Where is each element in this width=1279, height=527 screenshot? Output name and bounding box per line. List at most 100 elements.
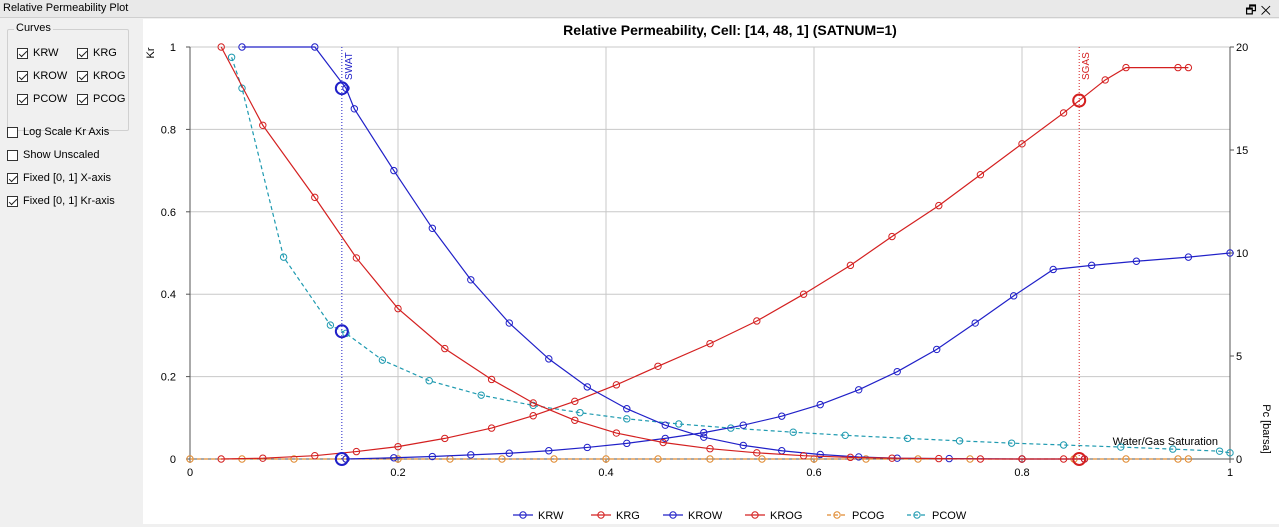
data-point-krog	[753, 449, 761, 457]
y2-tick-label: 10	[1236, 248, 1248, 260]
checkbox-box[interactable]	[77, 93, 88, 105]
checkbox-pcow[interactable]: PCOW	[17, 92, 67, 106]
data-point-pcog	[186, 455, 194, 463]
data-point-pcow	[623, 415, 631, 423]
highlight-point	[1072, 93, 1087, 108]
data-point-krow	[311, 43, 319, 51]
data-point-krow	[350, 105, 359, 113]
data-point-krog	[352, 254, 361, 262]
legend-label-krow: KROW	[688, 510, 723, 522]
data-point-pcow	[477, 391, 485, 399]
checkbox-box[interactable]	[17, 70, 28, 82]
y-tick-label: 1	[170, 42, 176, 54]
highlight-point	[1072, 452, 1087, 466]
data-point-pcow	[529, 401, 537, 410]
data-point-krg	[311, 452, 319, 460]
data-point-krow	[739, 441, 747, 450]
data-point-pcog	[1174, 455, 1182, 463]
checkbox-label: KROW	[33, 70, 68, 82]
x-tick-label: 0.6	[806, 467, 821, 479]
legend-label-krg: KRG	[616, 510, 640, 522]
data-point-krow	[661, 421, 669, 429]
series-line-pcow	[231, 57, 1231, 454]
y2-tick-label: 0	[1236, 454, 1242, 466]
controls-panel: Curves KRW KRG KROW KROG PCOW PCOG Log Scale K…	[0, 19, 143, 524]
data-point-krw	[1184, 253, 1193, 261]
data-point-krog	[441, 344, 449, 353]
data-point-krg	[1101, 76, 1109, 84]
data-point-krog	[976, 455, 985, 463]
data-point-pcog	[550, 455, 558, 463]
checkbox-label: Show Unscaled	[23, 149, 100, 161]
legend-label-krw: KRW	[538, 510, 564, 522]
data-point-krg	[529, 412, 537, 420]
checkbox-box[interactable]	[7, 195, 18, 207]
x-axis-label: Water/Gas Saturation	[1113, 436, 1218, 448]
data-point-krw	[661, 434, 669, 443]
data-point-krw	[545, 447, 553, 455]
checkbox-box[interactable]	[77, 47, 88, 59]
data-point-krow	[238, 43, 246, 51]
data-point-krg	[441, 434, 449, 443]
checkbox-krg[interactable]: KRG	[77, 46, 117, 60]
legend-label-pcow: PCOW	[932, 510, 967, 522]
checkbox-krog[interactable]: KROG	[77, 69, 125, 83]
data-point-pcog	[862, 455, 870, 463]
data-point-pcow	[789, 428, 797, 436]
restore-icon[interactable]: 🗗	[1245, 3, 1261, 17]
option-checkbox-0[interactable]: Log Scale Kr Axis	[7, 125, 109, 139]
x-tick-label: 0.2	[390, 467, 405, 479]
plot-area[interactable]: Relative Permeability, Cell: [14, 48, 1]…	[143, 19, 1279, 524]
data-point-pcog	[1184, 455, 1193, 463]
data-point-krg	[571, 397, 579, 406]
data-point-krw	[1049, 265, 1057, 274]
data-point-krog	[259, 121, 267, 129]
data-point-krw	[1009, 292, 1018, 300]
option-checkbox-1[interactable]: Show Unscaled	[7, 148, 99, 162]
chart-title: Relative Permeability, Cell: [14, 48, 1]…	[563, 22, 897, 38]
data-point-krw	[505, 449, 513, 457]
data-point-krg	[1018, 140, 1026, 148]
data-point-krw	[739, 421, 747, 429]
data-point-krw	[933, 345, 941, 354]
data-point-krw	[428, 452, 437, 461]
option-checkbox-2[interactable]: Fixed [0, 1] X-axis	[7, 171, 111, 185]
data-point-krow	[700, 433, 708, 441]
checkbox-box[interactable]	[7, 172, 18, 184]
data-point-pcow	[227, 53, 236, 61]
data-point-krg	[1174, 63, 1182, 72]
curves-group-label: Curves	[14, 22, 53, 34]
checkbox-box[interactable]	[7, 149, 18, 161]
data-point-krow	[583, 383, 591, 391]
y2-tick-label: 5	[1236, 351, 1242, 363]
data-point-pcow	[279, 253, 288, 261]
data-point-krog	[487, 375, 496, 384]
y-tick-label: 0.8	[161, 124, 176, 136]
data-point-krow	[623, 405, 631, 413]
checkbox-box[interactable]	[77, 70, 88, 82]
checkbox-box[interactable]	[17, 93, 28, 105]
data-point-pcow	[955, 437, 964, 445]
checkbox-krow[interactable]: KROW	[17, 69, 67, 83]
data-point-pcow	[1117, 443, 1125, 451]
close-icon[interactable]: ✕	[1260, 3, 1275, 17]
checkbox-box[interactable]	[17, 47, 28, 59]
checkbox-box[interactable]	[7, 126, 18, 138]
highlight-point	[334, 452, 349, 466]
y2-tick-label: 20	[1236, 42, 1248, 54]
marker-label-sgas: SGAS	[1081, 52, 1092, 80]
data-point-pcow	[1169, 445, 1177, 453]
data-point-krow	[428, 224, 437, 232]
x-tick-label: 1	[1227, 467, 1233, 479]
checkbox-krw[interactable]: KRW	[17, 46, 58, 60]
y-tick-label: 0.2	[161, 372, 176, 384]
data-point-krg	[654, 362, 662, 370]
data-point-krw	[816, 400, 824, 409]
option-checkbox-3[interactable]: Fixed [0, 1] Kr-axis	[7, 194, 115, 208]
data-point-krow	[390, 166, 398, 175]
checkbox-label: Log Scale Kr Axis	[23, 126, 110, 138]
checkbox-pcog[interactable]: PCOG	[77, 92, 125, 106]
data-point-krw	[700, 428, 708, 437]
marker-label-swat: SWAT	[344, 52, 355, 80]
data-point-pcow	[425, 377, 433, 385]
